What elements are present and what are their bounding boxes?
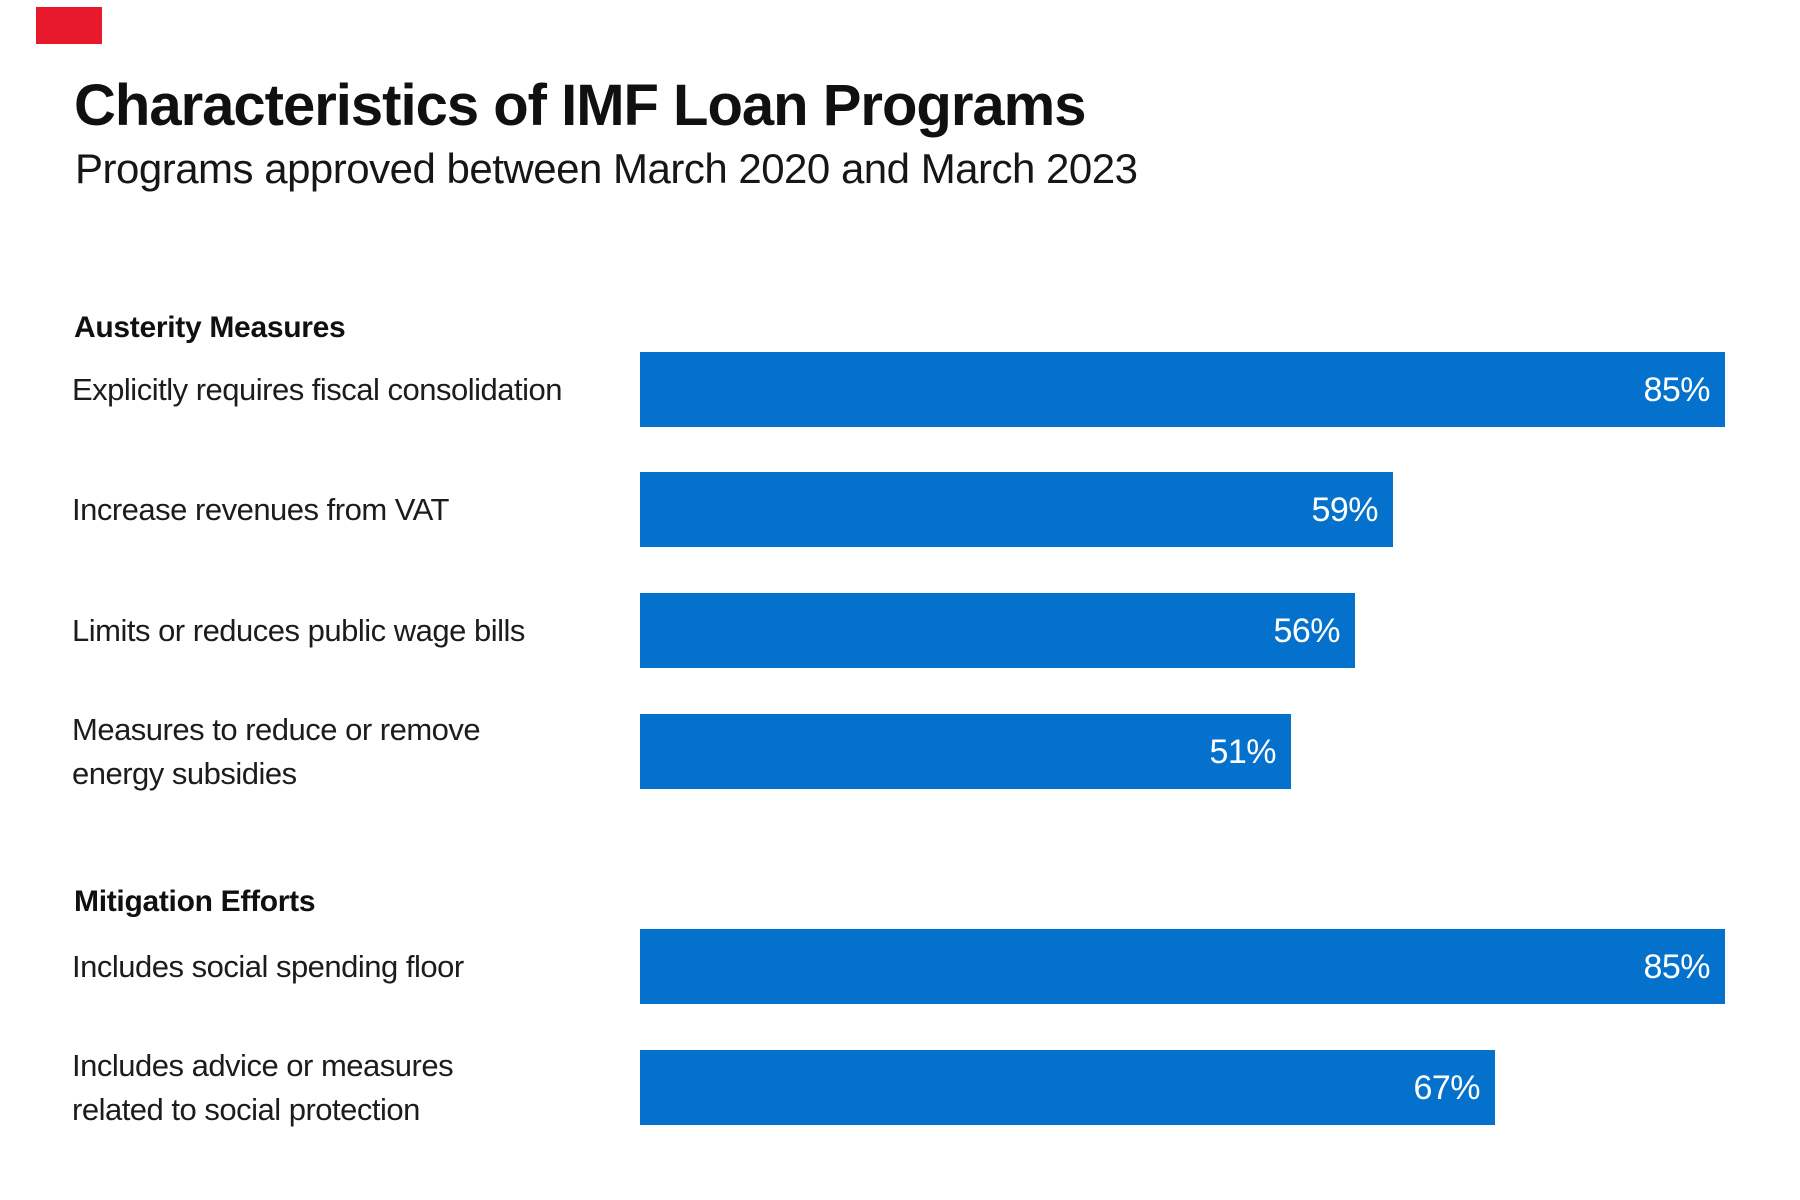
bar-value-label: 67% [1413,1068,1480,1107]
bar-label: Limits or reduces public wage bills [72,612,525,648]
chart-row: Increase revenues from VAT 59% [72,472,1800,547]
bar-label: Increase revenues from VAT [72,491,449,527]
bar: 67% [640,1050,1495,1125]
chart-title: Characteristics of IMF Loan Programs [74,73,1086,138]
chart-subtitle: Programs approved between March 2020 and… [75,145,1138,192]
bar-value-label: 51% [1209,732,1276,771]
bar-label: Includes social spending floor [72,948,464,984]
bar-value-label: 56% [1273,611,1340,650]
section-title: Austerity Measures [74,311,346,344]
section-title: Mitigation Efforts [74,885,316,918]
bar: 85% [640,929,1725,1004]
bar-label: Includes advice or measures related to so… [72,1047,454,1127]
chart-row: Includes social spending floor 85% [72,929,1800,1004]
bar-value-label: 85% [1643,370,1710,409]
bar-value-label: 85% [1643,947,1710,986]
chart-row: Includes advice or measures related to so… [72,1048,1800,1127]
chart-row: Explicitly requires fiscal consolidation… [72,352,1800,427]
bar: 85% [640,352,1725,427]
bar-value-label: 59% [1311,490,1378,529]
bar: 59% [640,472,1393,547]
bar-label: Explicitly requires fiscal consolidation [72,371,563,407]
red-brand-mark-icon [36,7,102,44]
bar: 56% [640,593,1355,668]
chart-row: Measures to reduce or remove energy subsi… [72,712,1800,791]
chart-row: Limits or reduces public wage bills 56% [72,593,1800,668]
bar: 51% [640,714,1291,789]
bar-label: Measures to reduce or remove energy subsi… [72,711,481,791]
